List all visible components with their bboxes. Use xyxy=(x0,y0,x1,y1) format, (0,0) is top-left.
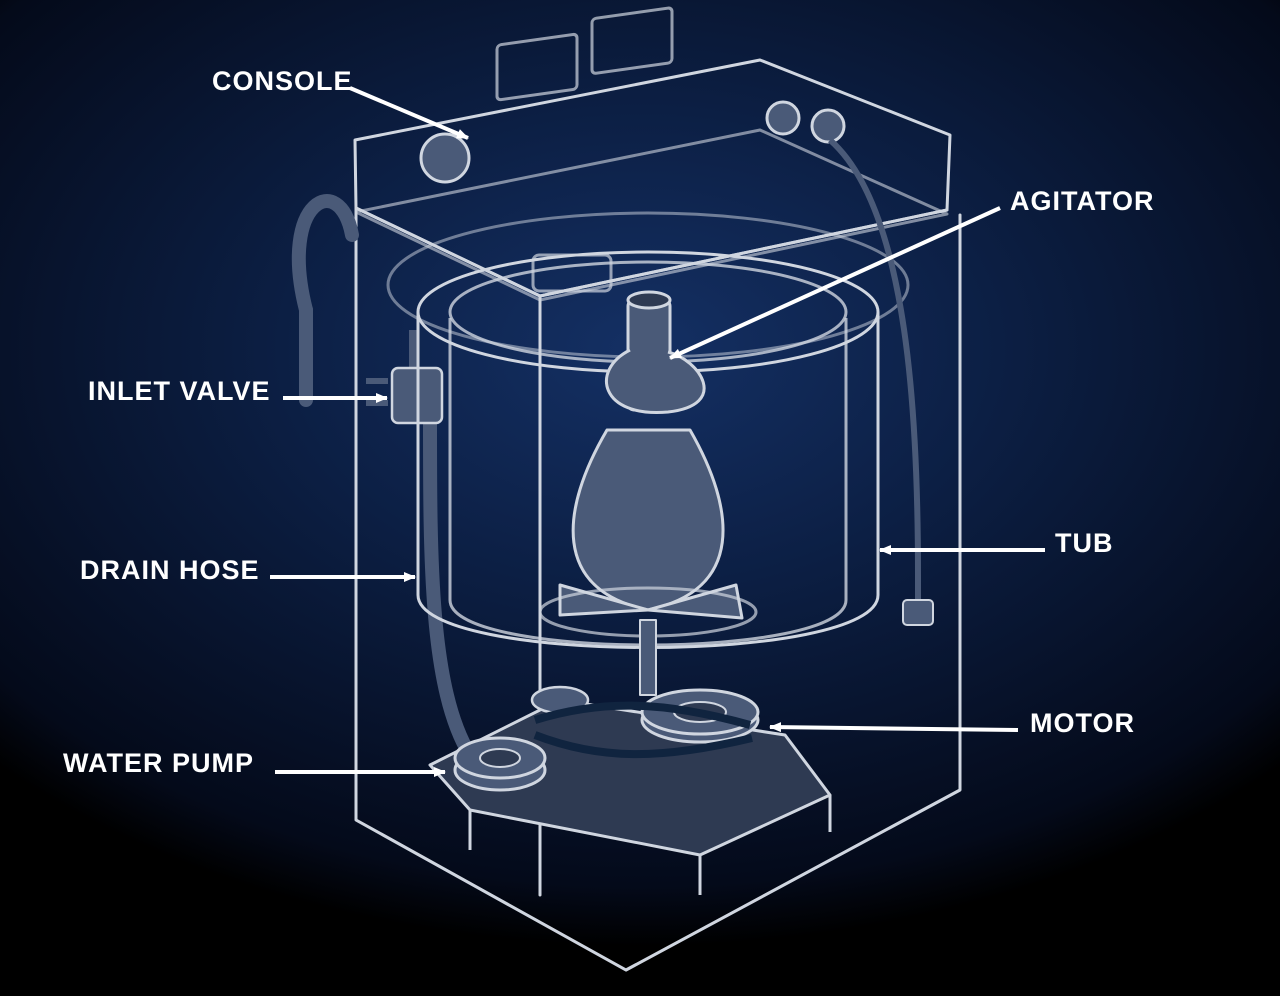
label-console: CONSOLE xyxy=(212,66,353,97)
label-tub: TUB xyxy=(1055,528,1114,559)
inlet-valve xyxy=(366,330,442,423)
motor-base xyxy=(430,700,830,895)
label-drain-hose: DRAIN HOSE xyxy=(80,555,260,586)
washer-diagram xyxy=(0,0,1280,996)
label-water-pump: WATER PUMP xyxy=(63,748,254,779)
label-agitator: AGITATOR xyxy=(1010,186,1155,217)
arrow-motor xyxy=(770,727,1018,730)
label-motor: MOTOR xyxy=(1030,708,1135,739)
console-dial xyxy=(421,134,469,182)
label-inlet-valve: INLET VALVE xyxy=(88,376,271,407)
